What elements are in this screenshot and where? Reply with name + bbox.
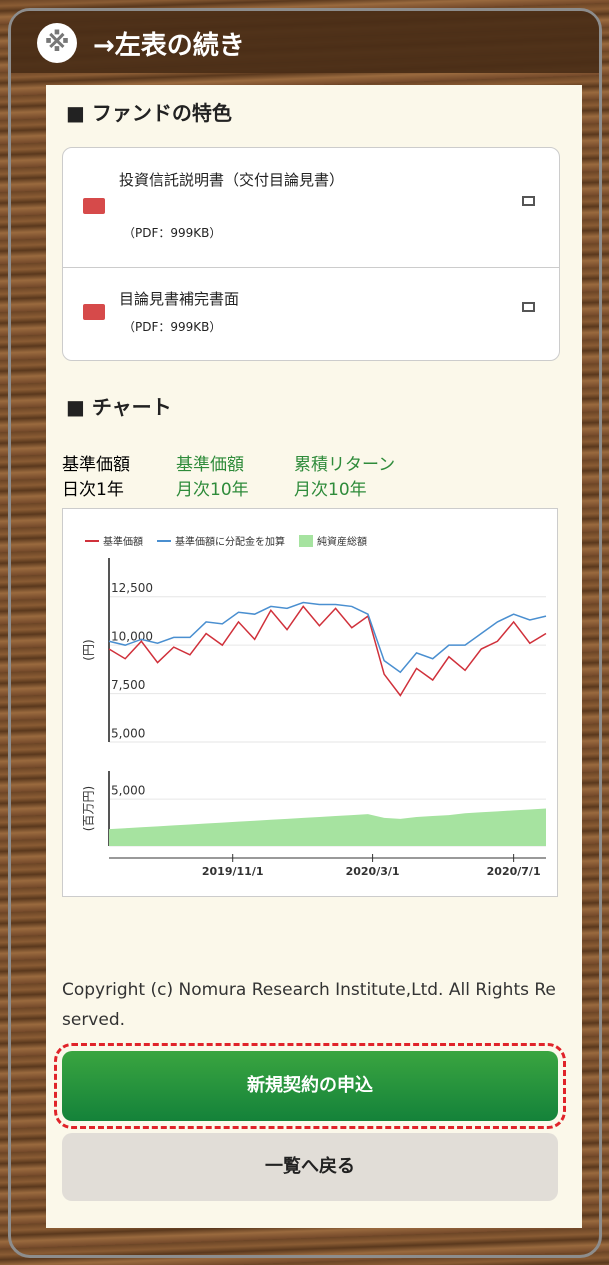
legend-label: 基準価額に分配金を加算 bbox=[175, 535, 285, 548]
tab-line: 月次10年 bbox=[294, 480, 367, 500]
back-button[interactable]: 一覧へ戻る bbox=[62, 1133, 558, 1201]
section-title-text: チャート bbox=[92, 395, 172, 419]
header-title: →左表の続き bbox=[93, 25, 245, 62]
legend-label: 基準価額 bbox=[103, 535, 143, 548]
y2-axis-label: (百万円) bbox=[82, 786, 96, 831]
copyright: Copyright (c) Nomura Research Institute,… bbox=[62, 975, 562, 1035]
section-title: ■ ファンドの特色 bbox=[66, 97, 232, 126]
y-tick-label: 12,500 bbox=[111, 581, 153, 595]
tab-line: 基準価額 bbox=[62, 455, 130, 475]
tab-line: 日次1年 bbox=[62, 480, 124, 500]
section-title-text: ファンドの特色 bbox=[92, 101, 232, 125]
tab-line: 累積リターン bbox=[294, 455, 395, 475]
y-tick-label: 10,000 bbox=[111, 630, 153, 644]
legend-label: 純資産総額 bbox=[317, 535, 367, 548]
y-tick-label: 5,000 bbox=[111, 727, 145, 741]
legend-swatch bbox=[299, 535, 313, 547]
doc-size: （PDF：999KB） bbox=[123, 318, 221, 335]
header-mark: ※ bbox=[37, 23, 77, 63]
doc-card: 投資信託説明書（交付目論見書） （PDF：999KB） 目論見書補完書面 （PD… bbox=[62, 147, 560, 361]
tab-line: 基準価額 bbox=[176, 455, 244, 475]
section-title: ■ チャート bbox=[66, 391, 172, 420]
pdf-icon bbox=[83, 198, 105, 214]
tab[interactable]: 累積リターン月次10年 bbox=[294, 453, 395, 503]
chart: 5,0007,50010,00012,50005,000(円)(百万円)2019… bbox=[62, 508, 558, 897]
tab[interactable]: 基準価額月次10年 bbox=[176, 453, 249, 503]
y-axis-label: (円) bbox=[82, 639, 96, 660]
y-tick-label: 5,000 bbox=[111, 784, 145, 798]
x-tick-label: 2020/3/1 bbox=[346, 865, 400, 878]
y-tick-label: 7,500 bbox=[111, 678, 145, 692]
area bbox=[109, 809, 546, 847]
tab-line: 月次10年 bbox=[176, 480, 249, 500]
doc-item[interactable]: 投資信託説明書（交付目論見書） （PDF：999KB） bbox=[63, 148, 559, 268]
line bbox=[109, 603, 546, 673]
doc-name: 目論見書補完書面 bbox=[119, 288, 239, 309]
doc-size: （PDF：999KB） bbox=[123, 224, 221, 241]
external-icon bbox=[522, 302, 535, 312]
tab[interactable]: 基準価額日次1年 bbox=[62, 453, 130, 503]
x-tick-label: 2020/7/1 bbox=[487, 865, 541, 878]
line bbox=[109, 606, 546, 695]
apply-button[interactable]: 新規契約の申込 bbox=[62, 1051, 558, 1121]
doc-name: 投資信託説明書（交付目論見書） bbox=[119, 168, 379, 192]
doc-item[interactable]: 目論見書補完書面 （PDF：999KB） bbox=[63, 268, 559, 362]
x-tick-label: 2019/11/1 bbox=[202, 865, 264, 878]
pdf-icon bbox=[83, 304, 105, 320]
external-icon bbox=[522, 196, 535, 206]
